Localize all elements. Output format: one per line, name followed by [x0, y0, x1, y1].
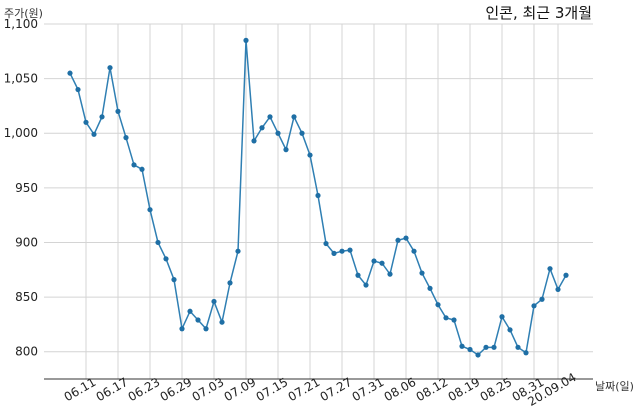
y-tick-label: 1,050: [4, 72, 38, 86]
data-point: [395, 237, 401, 243]
grid-layer: [44, 23, 593, 379]
price-points: [67, 37, 569, 358]
data-point: [163, 256, 169, 262]
data-point: [483, 344, 489, 350]
data-point: [355, 272, 361, 278]
data-point: [427, 285, 433, 291]
data-point: [539, 296, 545, 302]
data-point: [347, 247, 353, 253]
data-point: [83, 119, 89, 125]
y-tick-label: 1,100: [4, 17, 38, 31]
data-point: [499, 314, 505, 320]
data-point: [491, 344, 497, 350]
y-tick-label: 800: [15, 345, 38, 359]
chart-title: 인콘, 최근 3개월: [485, 4, 592, 22]
y-tick-labels: 800 850 900 950 1,000 1,050 1,100: [4, 17, 38, 359]
y-tick-label: 1,000: [4, 126, 38, 140]
data-point: [147, 207, 153, 213]
data-point: [323, 240, 329, 247]
data-point: [291, 114, 297, 120]
data-point: [195, 317, 201, 323]
data-point: [115, 108, 121, 114]
data-point: [371, 258, 377, 264]
data-point: [379, 260, 385, 266]
data-point: [131, 162, 137, 168]
data-point: [267, 114, 273, 120]
data-point: [155, 239, 161, 246]
data-point: [187, 308, 193, 314]
data-point: [547, 266, 553, 272]
data-point: [99, 114, 105, 120]
data-point: [91, 131, 97, 137]
data-point: [443, 315, 449, 321]
data-point: [307, 152, 313, 158]
data-point: [283, 147, 289, 153]
data-point: [75, 86, 81, 93]
data-point: [67, 70, 73, 76]
data-point: [123, 135, 129, 141]
data-point: [211, 298, 217, 305]
data-point: [203, 326, 209, 332]
data-point: [403, 235, 409, 241]
data-point: [563, 272, 569, 278]
data-point: [523, 350, 529, 356]
data-point: [139, 166, 145, 172]
data-point: [331, 250, 337, 256]
data-point: [171, 277, 177, 283]
data-point: [515, 344, 521, 350]
data-point: [507, 327, 513, 333]
data-point: [299, 130, 305, 136]
data-point: [387, 271, 393, 277]
data-point: [339, 248, 345, 254]
data-point: [531, 303, 537, 309]
data-point: [419, 270, 425, 276]
data-point: [259, 125, 265, 131]
data-point: [275, 130, 281, 136]
data-point: [475, 352, 481, 358]
data-point: [179, 326, 185, 332]
data-point: [555, 286, 561, 293]
data-point: [451, 317, 457, 323]
x-tick-labels: 06.1106.1706.2306.2907.0307.0907.1507.21…: [62, 370, 579, 409]
data-point: [315, 192, 321, 199]
data-point: [459, 343, 465, 349]
data-point: [467, 346, 473, 353]
data-point: [363, 282, 369, 288]
y-tick-label: 900: [15, 235, 38, 249]
data-point: [243, 37, 249, 43]
data-point: [411, 248, 417, 254]
data-point: [251, 138, 257, 144]
y-tick-label: 950: [15, 181, 38, 195]
data-point: [219, 319, 225, 325]
data-point: [235, 248, 241, 254]
data-point: [227, 280, 233, 286]
x-axis-label: 날짜(일): [595, 379, 634, 393]
data-point: [435, 302, 441, 308]
y-tick-label: 850: [15, 290, 38, 304]
y-axis-label: 주가(원): [4, 7, 43, 20]
data-point: [107, 65, 113, 71]
